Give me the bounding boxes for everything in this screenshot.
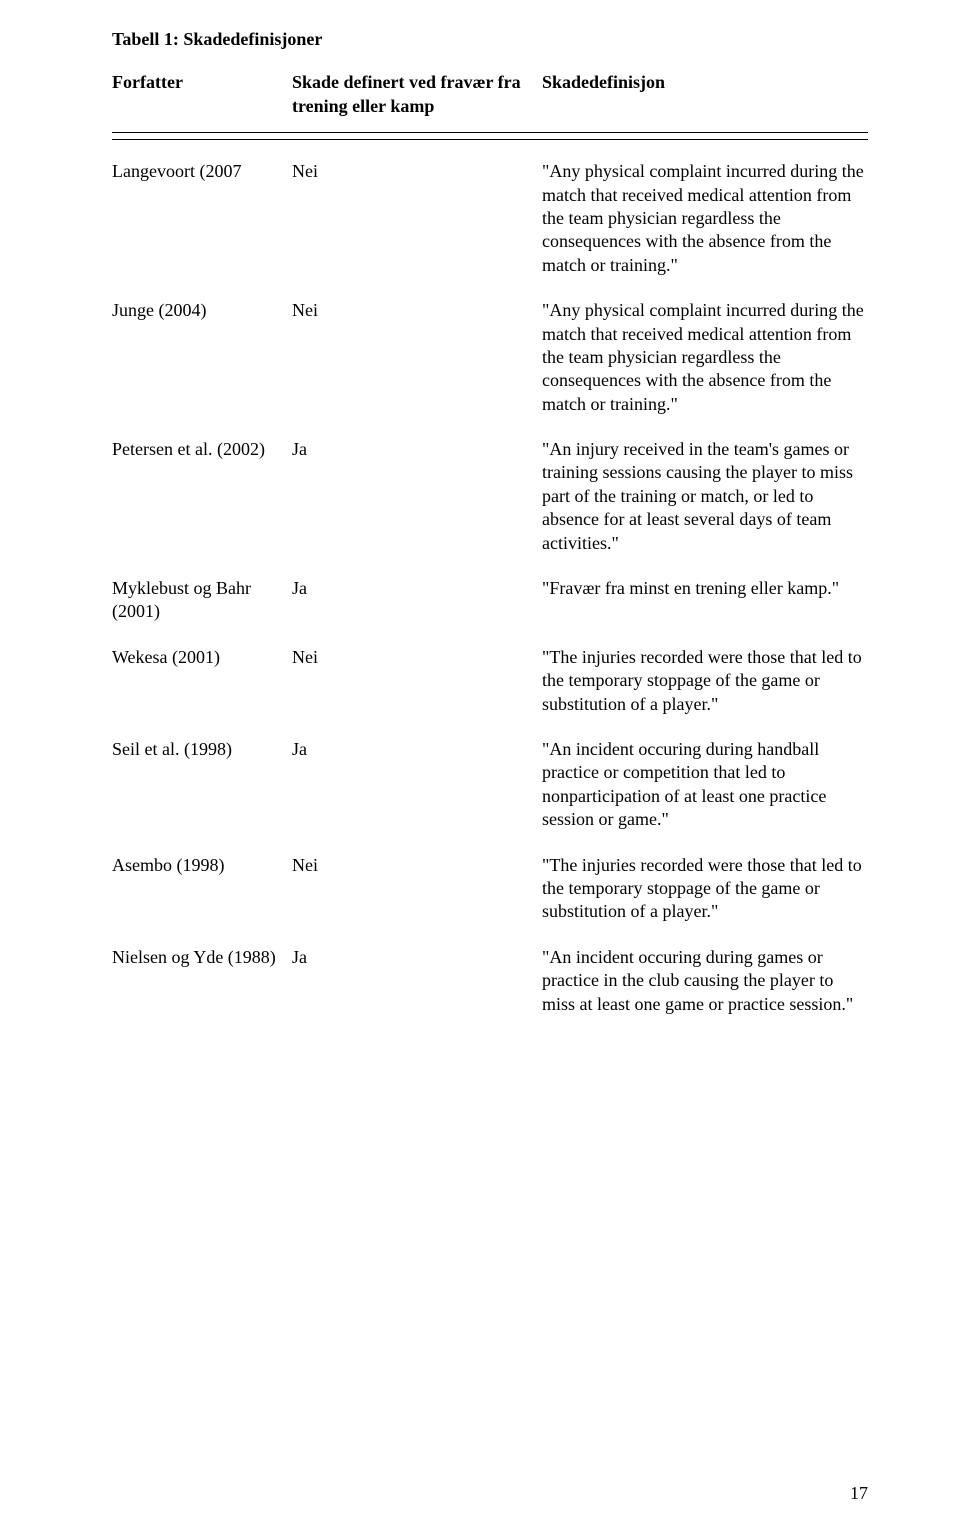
cell-definition: "Any physical complaint incurred during … (542, 299, 868, 416)
cell-absence: Nei (292, 299, 542, 416)
cell-absence: Ja (292, 946, 542, 1016)
cell-definition: "The injuries recorded were those that l… (542, 646, 868, 716)
table-header-row: Forfatter Skade definert ved fravær fra … (112, 71, 868, 133)
table-row: Langevoort (2007 Nei "Any physical compl… (112, 160, 868, 277)
cell-definition: "The injuries recorded were those that l… (542, 854, 868, 924)
cell-absence: Ja (292, 438, 542, 555)
cell-absence: Nei (292, 854, 542, 924)
table-caption: Tabell 1: Skadedefinisjoner (112, 28, 868, 51)
column-header-absence: Skade definert ved fravær fra trening el… (292, 71, 542, 118)
cell-author: Nielsen og Yde (1988) (112, 946, 292, 1016)
table-row: Myklebust og Bahr (2001) Ja "Fravær fra … (112, 577, 868, 624)
header-separator (112, 139, 868, 140)
cell-author: Wekesa (2001) (112, 646, 292, 716)
cell-definition: "An injury received in the team's games … (542, 438, 868, 555)
table-row: Asembo (1998) Nei "The injuries recorded… (112, 854, 868, 924)
column-header-author: Forfatter (112, 71, 292, 118)
table-row: Seil et al. (1998) Ja "An incident occur… (112, 738, 868, 832)
cell-definition: "Fravær fra minst en trening eller kamp.… (542, 577, 868, 624)
page-number: 17 (850, 1482, 868, 1505)
cell-absence: Nei (292, 646, 542, 716)
table-row: Wekesa (2001) Nei "The injuries recorded… (112, 646, 868, 716)
cell-author: Petersen et al. (2002) (112, 438, 292, 555)
cell-author: Seil et al. (1998) (112, 738, 292, 832)
cell-author: Asembo (1998) (112, 854, 292, 924)
cell-absence: Ja (292, 738, 542, 832)
table-row: Petersen et al. (2002) Ja "An injury rec… (112, 438, 868, 555)
cell-author: Langevoort (2007 (112, 160, 292, 277)
cell-absence: Nei (292, 160, 542, 277)
table-row: Nielsen og Yde (1988) Ja "An incident oc… (112, 946, 868, 1016)
cell-author: Myklebust og Bahr (2001) (112, 577, 292, 624)
cell-author: Junge (2004) (112, 299, 292, 416)
cell-definition: "An incident occuring during games or pr… (542, 946, 868, 1016)
table-row: Junge (2004) Nei "Any physical complaint… (112, 299, 868, 416)
cell-definition: "Any physical complaint incurred during … (542, 160, 868, 277)
cell-absence: Ja (292, 577, 542, 624)
cell-definition: "An incident occuring during handball pr… (542, 738, 868, 832)
column-header-definition: Skadedefinisjon (542, 71, 868, 118)
